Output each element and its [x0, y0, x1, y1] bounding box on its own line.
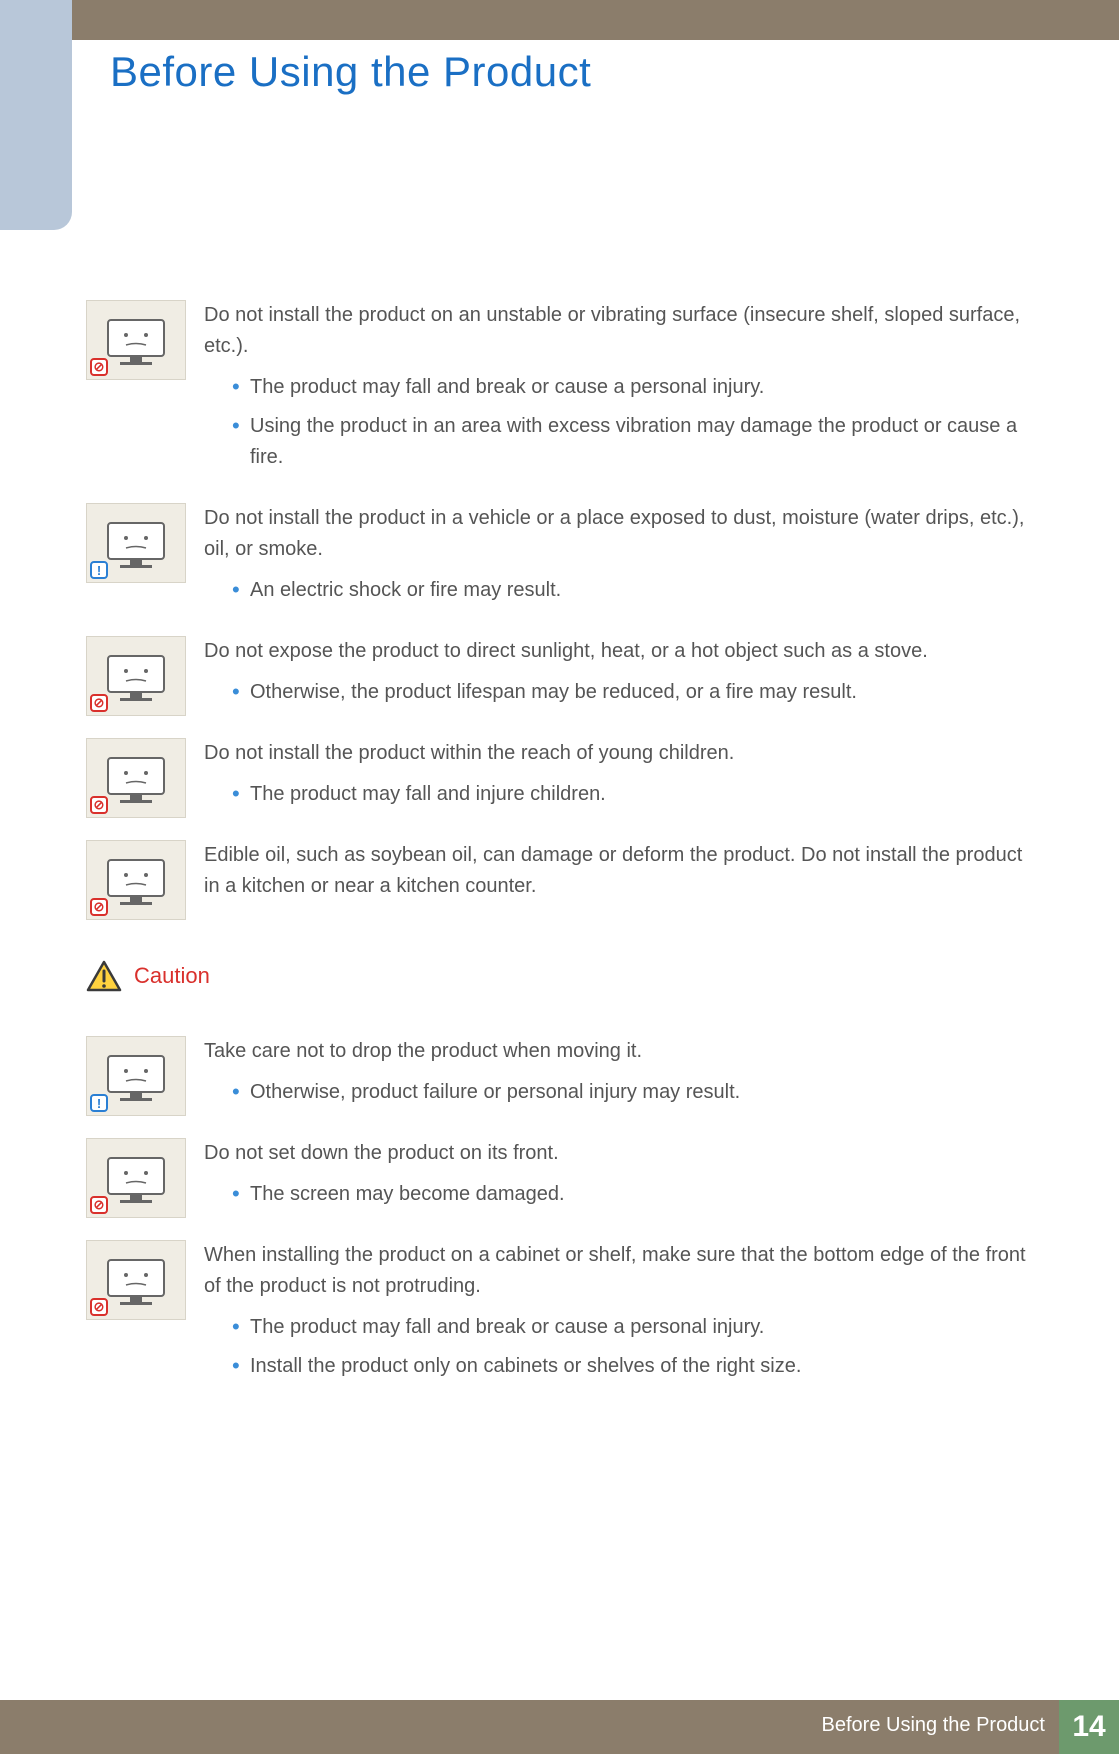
safety-item: Edible oil, such as soybean oil, can dam… — [86, 840, 1033, 920]
bullet-item: An electric shock or fire may result. — [232, 575, 1033, 606]
bullet-item: Otherwise, product failure or personal i… — [232, 1077, 1033, 1108]
prohibit-badge-icon — [90, 1196, 108, 1214]
bullet-item: The screen may become damaged. — [232, 1179, 1033, 1210]
illustration-thumbnail — [86, 503, 186, 583]
bullet-item: The product may fall and injure children… — [232, 779, 1033, 810]
warning-triangle-icon — [86, 960, 122, 992]
prohibit-badge-icon — [90, 694, 108, 712]
item-body: Do not set down the product on its front… — [204, 1138, 1033, 1218]
bullet-item: The product may fall and break or cause … — [232, 372, 1033, 403]
page-footer: Before Using the Product 14 — [0, 1700, 1119, 1754]
illustration-thumbnail — [86, 636, 186, 716]
item-bullet-list: Otherwise, the product lifespan may be r… — [204, 677, 1033, 708]
safety-item: Do not install the product on an unstabl… — [86, 300, 1033, 481]
item-bullet-list: The product may fall and injure children… — [204, 779, 1033, 810]
safety-item: Do not set down the product on its front… — [86, 1138, 1033, 1218]
item-bullet-list: The product may fall and break or cause … — [204, 372, 1033, 473]
item-bullet-list: The product may fall and break or cause … — [204, 1312, 1033, 1382]
prohibit-badge-icon — [90, 898, 108, 916]
safety-item: Take care not to drop the product when m… — [86, 1036, 1033, 1116]
illustration-thumbnail — [86, 1036, 186, 1116]
left-chapter-tab — [0, 0, 72, 230]
item-body: When installing the product on a cabinet… — [204, 1240, 1033, 1390]
item-body: Do not expose the product to direct sunl… — [204, 636, 1033, 716]
bullet-item: Using the product in an area with excess… — [232, 411, 1033, 473]
item-lead-text: Do not expose the product to direct sunl… — [204, 636, 1033, 667]
safety-item: Do not install the product in a vehicle … — [86, 503, 1033, 614]
info-badge-icon — [90, 1094, 108, 1112]
item-lead-text: Do not install the product in a vehicle … — [204, 503, 1033, 565]
illustration-thumbnail — [86, 1240, 186, 1320]
top-bar — [0, 0, 1119, 40]
caution-label: Caution — [134, 963, 210, 989]
info-badge-icon — [90, 561, 108, 579]
safety-item: Do not install the product within the re… — [86, 738, 1033, 818]
caution-heading: Caution — [86, 960, 1033, 992]
item-lead-text: Take care not to drop the product when m… — [204, 1036, 1033, 1067]
item-lead-text: When installing the product on a cabinet… — [204, 1240, 1033, 1302]
item-body: Do not install the product on an unstabl… — [204, 300, 1033, 481]
item-bullet-list: An electric shock or fire may result. — [204, 575, 1033, 606]
item-body: Edible oil, such as soybean oil, can dam… — [204, 840, 1033, 912]
prohibit-badge-icon — [90, 358, 108, 376]
item-bullet-list: Otherwise, product failure or personal i… — [204, 1077, 1033, 1108]
prohibit-badge-icon — [90, 796, 108, 814]
item-lead-text: Do not set down the product on its front… — [204, 1138, 1033, 1169]
page-number: 14 — [1059, 1700, 1119, 1754]
safety-item: When installing the product on a cabinet… — [86, 1240, 1033, 1390]
item-body: Take care not to drop the product when m… — [204, 1036, 1033, 1116]
item-lead-text: Do not install the product on an unstabl… — [204, 300, 1033, 362]
prohibit-badge-icon — [90, 1298, 108, 1316]
page-title: Before Using the Product — [110, 48, 591, 96]
illustration-thumbnail — [86, 1138, 186, 1218]
bullet-item: Otherwise, the product lifespan may be r… — [232, 677, 1033, 708]
item-lead-text: Edible oil, such as soybean oil, can dam… — [204, 840, 1033, 902]
illustration-thumbnail — [86, 738, 186, 818]
item-body: Do not install the product within the re… — [204, 738, 1033, 818]
safety-item: Do not expose the product to direct sunl… — [86, 636, 1033, 716]
item-body: Do not install the product in a vehicle … — [204, 503, 1033, 614]
illustration-thumbnail — [86, 840, 186, 920]
footer-section-label: Before Using the Product — [822, 1714, 1045, 1737]
bullet-item: Install the product only on cabinets or … — [232, 1351, 1033, 1382]
illustration-thumbnail — [86, 300, 186, 380]
item-lead-text: Do not install the product within the re… — [204, 738, 1033, 769]
bullet-item: The product may fall and break or cause … — [232, 1312, 1033, 1343]
content-area: Do not install the product on an unstabl… — [86, 300, 1033, 1412]
item-bullet-list: The screen may become damaged. — [204, 1179, 1033, 1210]
